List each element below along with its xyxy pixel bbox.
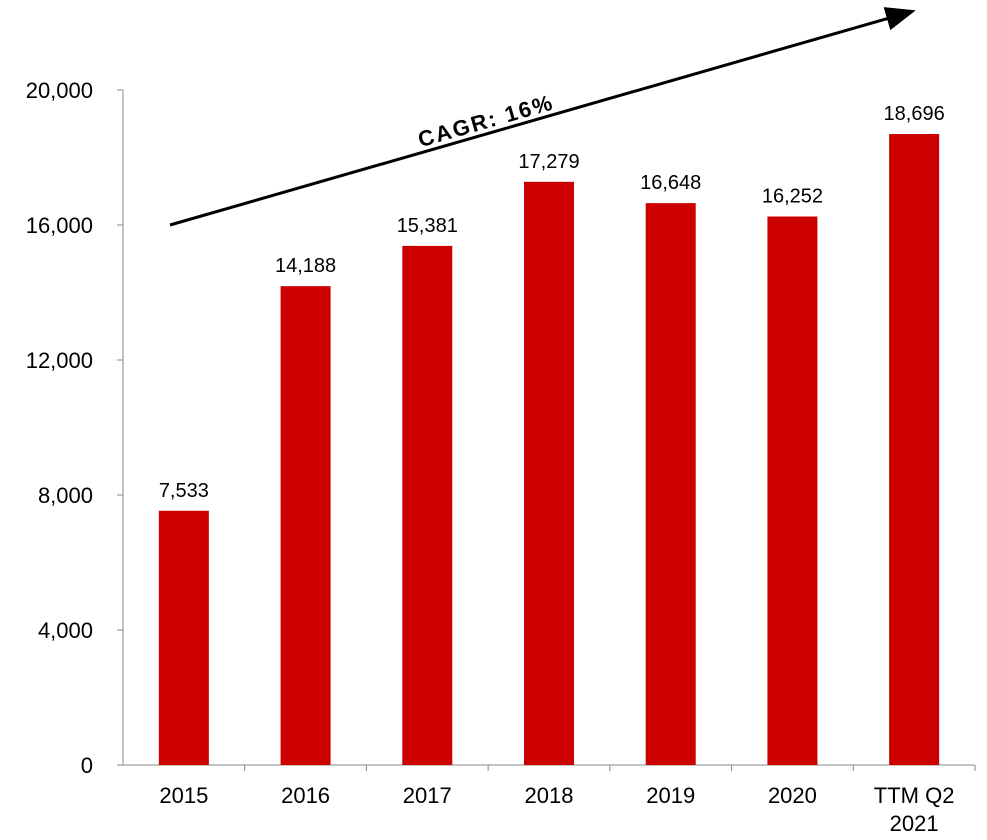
bar [767, 216, 818, 765]
x-tick-label: 2015 [159, 783, 208, 808]
bar [889, 134, 940, 765]
cagr-trend-arrow [169, 7, 916, 227]
y-tick-label: 8,000 [38, 483, 93, 508]
data-label: 15,381 [397, 215, 458, 237]
bar [280, 286, 331, 765]
bars [158, 134, 940, 766]
y-tick-label: 16,000 [26, 213, 93, 238]
data-label: 18,696 [884, 103, 945, 125]
y-tick-label: 0 [81, 753, 93, 778]
data-labels: 7,533 14,188 15,381 17,279 16,648 16,252 18,69… [159, 103, 945, 502]
x-tick-label: 2017 [403, 783, 452, 808]
bar [402, 245, 453, 766]
x-tick-label: 2019 [646, 783, 695, 808]
x-tick-label: 2020 [768, 783, 817, 808]
y-tick-label: 4,000 [38, 618, 93, 643]
data-label: 7,533 [159, 480, 209, 502]
data-label: 17,279 [518, 151, 579, 173]
x-tick-label: TTM Q2 2021 [874, 783, 955, 836]
y-tick-label: 20,000 [26, 78, 93, 103]
bar [158, 510, 209, 765]
bar [645, 203, 696, 765]
data-label: 16,648 [640, 172, 701, 194]
x-tick-label: 2018 [525, 783, 574, 808]
x-tick-label: 2016 [281, 783, 330, 808]
data-label: 16,252 [762, 185, 823, 207]
y-axis: 0 4,000 8,000 12,000 16,000 20,000 [26, 78, 124, 778]
y-tick-label: 12,000 [26, 348, 93, 373]
x-axis: 2015 2016 2017 2018 2019 2020 TTM Q2 2021 [123, 764, 976, 836]
bar [524, 181, 574, 766]
data-label: 14,188 [275, 255, 336, 277]
